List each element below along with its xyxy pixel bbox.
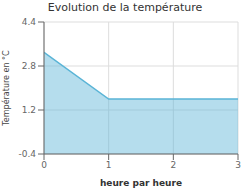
svg-text:0: 0 [41,160,47,170]
svg-text:1.2: 1.2 [22,105,36,115]
svg-text:Température en °C: Température en °C [8,50,11,127]
html-text:Evolution de la température: Evolution de la température [47,1,203,14]
svg-text:2.8: 2.8 [22,61,37,71]
svg-text:1: 1 [106,160,112,170]
svg-text:2: 2 [170,160,176,170]
svg-text:3: 3 [235,160,241,170]
svg-text:heure par heure: heure par heure [100,178,182,188]
svg-text:4.4: 4.4 [22,17,37,27]
svg-text:-0.4: -0.4 [18,149,36,159]
